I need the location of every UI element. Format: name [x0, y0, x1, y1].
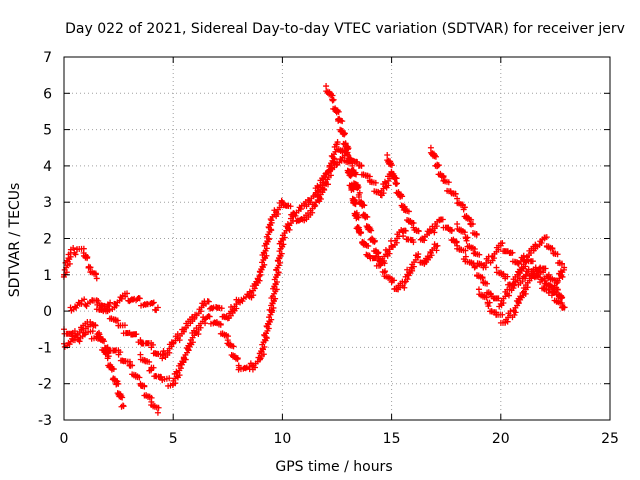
axis-ticks: 0 5 10 15 20 25 -3 -2 -1 0 1 2 3 4 5 6 7: [38, 50, 619, 447]
y-tick-label: -2: [38, 377, 52, 393]
series-trace: [137, 139, 416, 389]
series-trace: [427, 149, 480, 238]
series-arc-8: [384, 152, 565, 311]
x-tick-label: 5: [169, 431, 178, 447]
series-trace: [454, 225, 565, 271]
y-axis-label: SDTVAR / TECUs: [7, 183, 23, 298]
series-arc-10: [454, 220, 565, 271]
x-tick-label: 0: [60, 431, 69, 447]
y-tick-label: 3: [43, 195, 52, 211]
y-tick-label: 5: [43, 123, 52, 139]
series-trace: [323, 88, 440, 293]
y-tick-label: 6: [43, 86, 52, 102]
chart-title: Day 022 of 2021, Sidereal Day-to-day VTE…: [65, 21, 625, 37]
series-trace: [476, 265, 568, 326]
y-tick-label: 2: [43, 232, 52, 248]
series-arc-7: [323, 83, 441, 293]
series-arc-9: [427, 144, 480, 238]
data-point: [93, 275, 100, 282]
series-trace: [493, 266, 567, 295]
y-tick-label: -1: [38, 340, 52, 356]
data-point: [154, 409, 161, 416]
data-point: [67, 304, 74, 311]
series-arc-2: [61, 318, 127, 410]
y-tick-label: 7: [43, 50, 52, 66]
series-arc-12: [493, 264, 568, 296]
series-arc-5: [93, 149, 395, 362]
series-trace: [61, 319, 127, 410]
data-point: [323, 83, 330, 90]
x-tick-label: 25: [601, 431, 619, 447]
data-marks: [60, 83, 568, 416]
x-tick-label: 10: [273, 431, 291, 447]
y-tick-label: 4: [43, 159, 52, 175]
x-tick-label: 20: [492, 431, 510, 447]
y-tick-label: 1: [43, 268, 52, 284]
series-trace: [94, 149, 395, 361]
data-point: [384, 152, 391, 159]
x-axis-label: GPS time / hours: [275, 459, 392, 475]
series-arc-1: [60, 244, 100, 282]
y-tick-label: 0: [43, 304, 52, 320]
series-arc-6: [137, 139, 417, 389]
x-tick-label: 15: [383, 431, 401, 447]
series-trace: [384, 157, 565, 310]
y-tick-label: -3: [38, 413, 52, 429]
series-arc-4: [67, 290, 161, 315]
